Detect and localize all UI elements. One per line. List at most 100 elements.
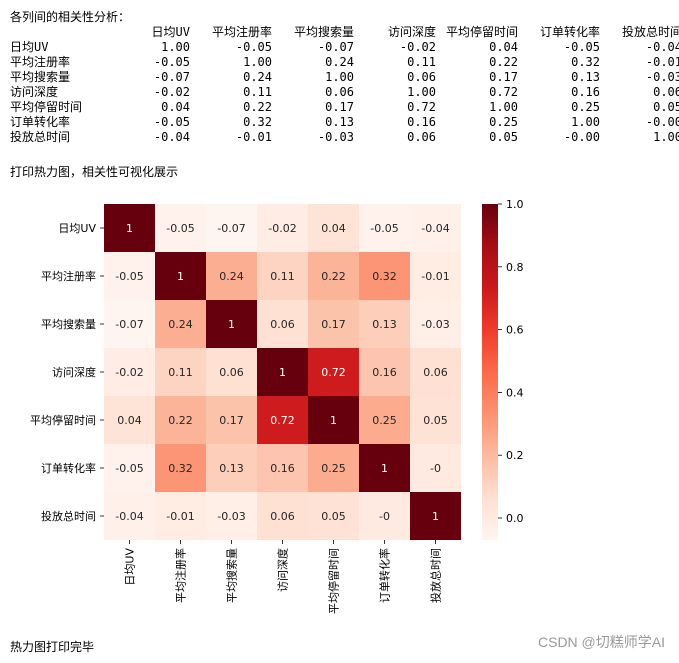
heatmap-cell xyxy=(104,204,155,252)
matrix-cell: 0.24 xyxy=(325,55,354,69)
matrix-row-label: 投放总时间 xyxy=(10,130,71,144)
heatmap-cell xyxy=(104,252,155,300)
csdn-watermark: CSDN @切糕师学AI xyxy=(538,634,665,650)
matrix-cell: 0.24 xyxy=(243,70,272,84)
matrix-cell: 1.00 xyxy=(653,130,679,144)
matrix-cell: 0.05 xyxy=(489,130,518,144)
x-tick-label: 平均搜索量 xyxy=(225,548,239,603)
heatmap-cell xyxy=(155,348,206,396)
heatmap-cell xyxy=(359,252,410,300)
matrix-cell: 0.25 xyxy=(489,115,518,129)
matrix-cell: 0.25 xyxy=(571,100,600,114)
heatmap-cell-label: 0.32 xyxy=(168,462,193,475)
matrix-cell: -0.01 xyxy=(235,130,272,144)
heatmap-cell xyxy=(257,252,308,300)
heatmap-cell xyxy=(359,444,410,492)
colorbar-tick-label: 0.0 xyxy=(506,512,524,525)
heatmap-caption: 打印热力图，相关性可视化展示 xyxy=(10,165,179,179)
matrix-cell: 0.06 xyxy=(407,130,436,144)
matrix-cell: 0.22 xyxy=(489,55,518,69)
heatmap-cell xyxy=(206,348,257,396)
heatmap-cell-label: 1 xyxy=(432,510,439,523)
heatmap-cell-label: 0.24 xyxy=(219,270,244,283)
heatmap-cell-label: 1 xyxy=(228,318,235,331)
heatmap-cell xyxy=(257,300,308,348)
heatmap-cell xyxy=(104,492,155,540)
x-tick-label: 访问深度 xyxy=(276,548,290,592)
heatmap-cell xyxy=(155,204,206,252)
heatmap-cell-label: -0 xyxy=(379,510,390,523)
x-tick-label: 平均注册率 xyxy=(174,548,188,603)
matrix-column-header: 日均UV xyxy=(151,25,190,39)
heatmap-cell xyxy=(155,252,206,300)
matrix-cell: -0.07 xyxy=(317,40,354,54)
heatmap-cell-label: 1 xyxy=(279,366,286,379)
matrix-row: 日均UV 1.00 -0.05 -0.07 -0.02 0.04 -0.05 -0.04 xyxy=(10,40,679,55)
matrix-cell: -0.05 xyxy=(153,115,190,129)
colorbar-tick-label: 0.8 xyxy=(506,261,524,274)
heatmap-cell xyxy=(308,492,359,540)
matrix-cell: -0.02 xyxy=(399,40,436,54)
heatmap-cell-label: 0.06 xyxy=(423,366,448,379)
x-tick-label: 订单转化率 xyxy=(378,548,392,603)
heatmap-cell-label: 0.17 xyxy=(321,318,346,331)
matrix-cell: -0.02 xyxy=(153,85,190,99)
matrix-cell: 0.72 xyxy=(407,100,436,114)
matrix-row-label: 日均UV xyxy=(10,40,49,54)
heatmap-cell-label: 1 xyxy=(177,270,184,283)
matrix-cell: 0.72 xyxy=(489,85,518,99)
matrix-row: 平均搜索量 -0.07 0.24 1.00 0.06 0.17 0.13 -0.03 xyxy=(10,70,679,85)
heatmap-cell xyxy=(308,204,359,252)
heatmap-cell-label: 0.16 xyxy=(372,366,397,379)
matrix-cell: -0.03 xyxy=(645,70,679,84)
matrix-row: 订单转化率 -0.05 0.32 0.13 0.16 0.25 1.00 -0.00 xyxy=(10,115,679,130)
heatmap-cell xyxy=(359,204,410,252)
colorbar xyxy=(482,204,498,540)
heatmap-cell xyxy=(155,444,206,492)
heatmap-cell xyxy=(308,300,359,348)
matrix-cell: 1.00 xyxy=(571,115,600,129)
y-tick-label: 投放总时间 xyxy=(41,509,96,523)
heatmap-cell-label: -0.02 xyxy=(268,222,296,235)
heatmap-cell xyxy=(359,492,410,540)
heatmap-cell xyxy=(104,396,155,444)
matrix-cell: -0.00 xyxy=(645,115,679,129)
matrix-cell: 0.05 xyxy=(653,100,679,114)
matrix-cell: 0.16 xyxy=(407,115,436,129)
matrix-column-header: 平均停留时间 xyxy=(445,25,518,39)
heatmap-cell-label: 0.06 xyxy=(219,366,244,379)
heatmap-cell xyxy=(410,492,461,540)
heatmap-cell-label: -0.03 xyxy=(217,510,245,523)
matrix-row-label: 订单转化率 xyxy=(10,115,71,129)
heatmap-cell-label: -0.05 xyxy=(115,462,143,475)
y-tick-label: 平均停留时间 xyxy=(30,413,96,427)
colorbar-tick-label: 1.0 xyxy=(506,198,524,211)
heatmap-cell xyxy=(410,252,461,300)
matrix-cell: 0.22 xyxy=(243,100,272,114)
matrix-cell: -0.05 xyxy=(563,40,600,54)
heatmap-cell-label: 0.25 xyxy=(372,414,397,427)
heatmap-cell-label: 0.11 xyxy=(168,366,193,379)
matrix-cell: -0.07 xyxy=(153,70,190,84)
x-tick-label: 日均UV xyxy=(124,548,137,586)
heatmap-cell-label: 0.22 xyxy=(168,414,193,427)
heatmap-cell xyxy=(359,396,410,444)
colorbar-tick-label: 0.2 xyxy=(506,449,524,462)
heatmap-cell-label: 0.72 xyxy=(321,366,346,379)
matrix-cell: 1.00 xyxy=(243,55,272,69)
matrix-cell: -0.04 xyxy=(153,130,190,144)
x-tick-label: 平均停留时间 xyxy=(327,548,341,614)
heatmap-cell-label: -0.07 xyxy=(217,222,245,235)
matrix-cell: -0.04 xyxy=(645,40,679,54)
heatmap-cell-label: 0.25 xyxy=(321,462,346,475)
matrix-column-header: 投放总时间 xyxy=(621,25,679,39)
heatmap-cell xyxy=(308,396,359,444)
heatmap-cell xyxy=(104,348,155,396)
matrix-cell: 0.04 xyxy=(489,40,518,54)
heatmap-cell xyxy=(206,396,257,444)
heatmap-cell-label: -0.04 xyxy=(421,222,449,235)
heatmap-cell-label: -0.04 xyxy=(115,510,143,523)
heatmap-cell xyxy=(257,492,308,540)
heatmap-cell xyxy=(155,492,206,540)
heatmap-cell-label: 1 xyxy=(126,222,133,235)
